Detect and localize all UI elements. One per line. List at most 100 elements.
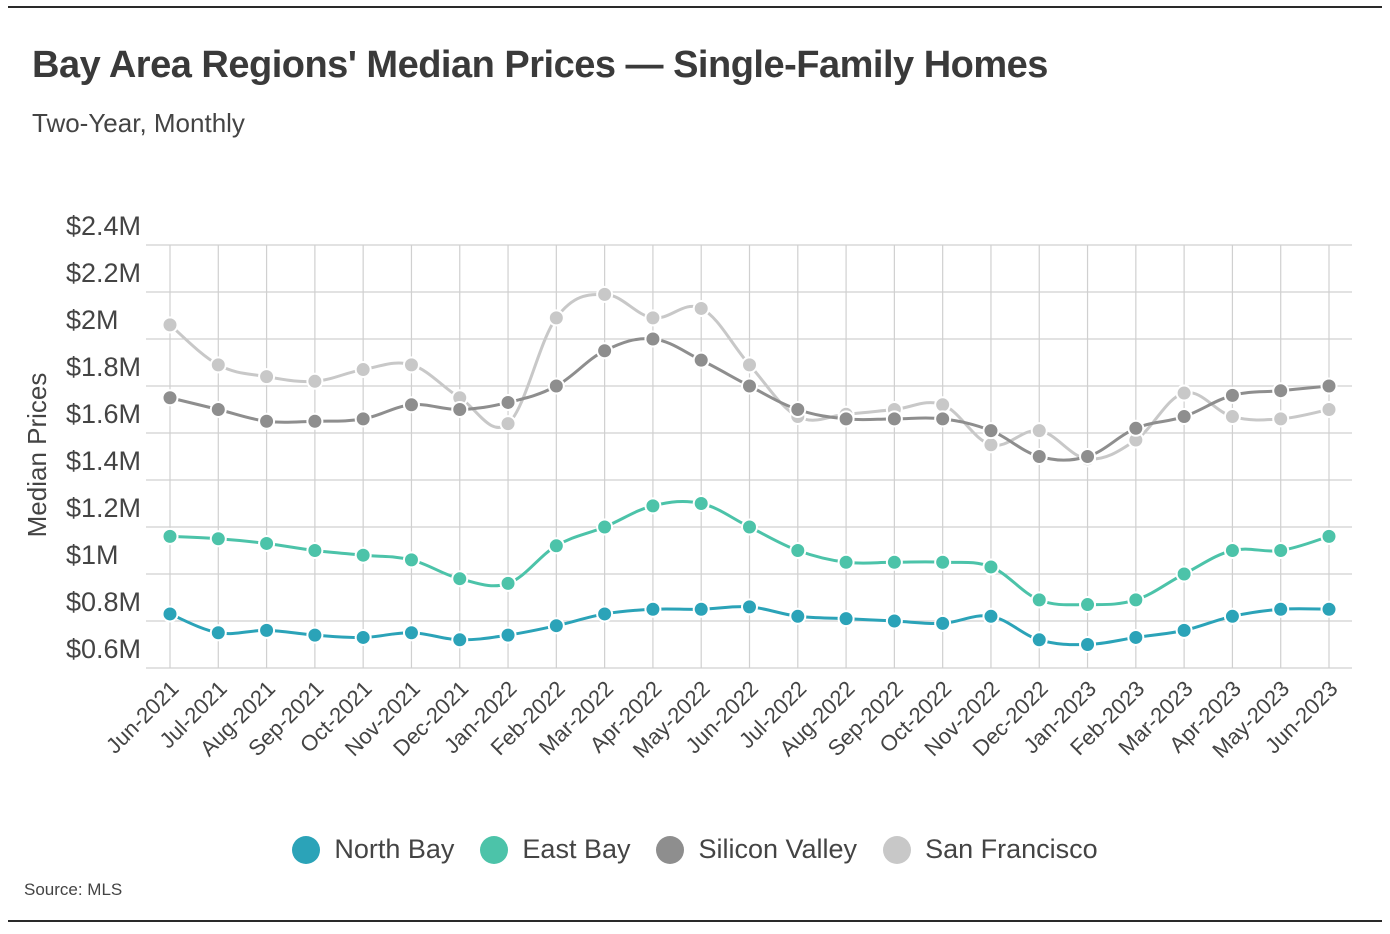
legend-label-north-bay: North Bay bbox=[334, 834, 455, 864]
y-tick-label: $1M bbox=[66, 540, 119, 570]
data-point-silicon-valley bbox=[1175, 408, 1193, 426]
data-point-east-bay bbox=[885, 553, 903, 571]
y-tick-label: $1.2M bbox=[66, 493, 141, 523]
data-point-east-bay bbox=[547, 537, 565, 555]
data-point-silicon-valley bbox=[741, 377, 758, 395]
y-tick-label: $2.4M bbox=[66, 211, 141, 241]
data-point-north-bay bbox=[1030, 631, 1048, 649]
data-point-east-bay bbox=[1079, 596, 1097, 614]
data-point-san-francisco bbox=[1223, 408, 1241, 426]
legend-swatch-east-bay bbox=[480, 835, 509, 864]
data-point-silicon-valley bbox=[499, 393, 517, 411]
series-silicon-valley bbox=[161, 330, 1338, 465]
data-point-east-bay bbox=[306, 542, 324, 559]
data-point-silicon-valley bbox=[885, 410, 903, 428]
data-point-san-francisco bbox=[354, 361, 372, 379]
series-east-bay bbox=[161, 495, 1338, 614]
data-point-north-bay bbox=[306, 626, 324, 644]
data-point-north-bay bbox=[741, 598, 758, 616]
data-point-east-bay bbox=[789, 542, 807, 559]
y-tick-label: $2.2M bbox=[66, 258, 141, 288]
data-point-san-francisco bbox=[258, 368, 276, 386]
data-point-san-francisco bbox=[547, 309, 565, 327]
y-tick-label: $0.8M bbox=[66, 587, 141, 617]
data-point-east-bay bbox=[402, 551, 420, 569]
data-point-east-bay bbox=[1272, 542, 1290, 559]
data-point-north-bay bbox=[258, 621, 276, 639]
data-point-silicon-valley bbox=[258, 412, 276, 430]
data-point-east-bay bbox=[837, 553, 855, 571]
data-point-north-bay bbox=[1223, 607, 1241, 625]
data-point-silicon-valley bbox=[547, 377, 565, 395]
legend-swatch-silicon-valley bbox=[656, 835, 685, 864]
data-point-san-francisco bbox=[644, 309, 662, 327]
data-point-east-bay bbox=[1320, 527, 1338, 545]
data-point-silicon-valley bbox=[1272, 382, 1290, 400]
x-axis-ticks: Jun-2021Jul-2021Aug-2021Sep-2021Oct-2021… bbox=[101, 676, 1343, 763]
y-tick-label: $0.6M bbox=[66, 634, 141, 664]
data-point-north-bay bbox=[837, 610, 855, 628]
data-point-north-bay bbox=[354, 628, 372, 646]
data-point-east-bay bbox=[1175, 565, 1193, 583]
chart-legend: North Bay East Bay Silicon Valley San Franc… bbox=[0, 834, 1390, 865]
data-point-east-bay bbox=[934, 553, 952, 571]
data-point-north-bay bbox=[982, 607, 1000, 625]
data-point-north-bay bbox=[209, 624, 227, 642]
chart-subtitle: Two-Year, Monthly bbox=[32, 108, 245, 138]
data-point-east-bay bbox=[741, 518, 758, 536]
data-point-silicon-valley bbox=[402, 396, 420, 414]
data-point-north-bay bbox=[789, 607, 807, 625]
y-tick-label: $1.4M bbox=[66, 446, 141, 476]
data-point-silicon-valley bbox=[1223, 386, 1241, 404]
data-point-north-bay bbox=[161, 605, 179, 623]
data-point-san-francisco bbox=[1175, 384, 1193, 402]
legend-item-silicon-valley: Silicon Valley bbox=[656, 834, 857, 865]
data-point-east-bay bbox=[982, 558, 1000, 576]
data-point-silicon-valley bbox=[982, 422, 1000, 440]
data-point-silicon-valley bbox=[934, 410, 952, 428]
legend-label-east-bay: East Bay bbox=[522, 834, 631, 864]
data-point-east-bay bbox=[258, 534, 276, 552]
data-point-north-bay bbox=[1127, 628, 1145, 646]
data-point-east-bay bbox=[161, 527, 179, 545]
data-point-east-bay bbox=[499, 574, 517, 592]
data-point-silicon-valley bbox=[306, 412, 324, 430]
data-point-east-bay bbox=[354, 546, 372, 564]
data-point-silicon-valley bbox=[209, 401, 227, 418]
data-point-silicon-valley bbox=[1079, 448, 1097, 465]
data-point-north-bay bbox=[1175, 621, 1193, 639]
data-point-silicon-valley bbox=[789, 401, 807, 418]
legend-swatch-north-bay bbox=[292, 835, 321, 864]
data-point-san-francisco bbox=[161, 316, 179, 334]
data-point-silicon-valley bbox=[161, 389, 179, 407]
bottom-rule bbox=[8, 920, 1382, 922]
data-point-san-francisco bbox=[596, 285, 614, 303]
legend-swatch-san-francisco bbox=[883, 835, 912, 864]
legend-label-san-francisco: San Francisco bbox=[925, 834, 1098, 864]
data-point-san-francisco bbox=[1272, 410, 1290, 428]
data-point-north-bay bbox=[934, 614, 952, 632]
data-point-north-bay bbox=[1079, 636, 1097, 653]
data-point-silicon-valley bbox=[1127, 419, 1145, 437]
data-point-san-francisco bbox=[1030, 422, 1048, 440]
data-point-north-bay bbox=[402, 624, 420, 642]
data-point-east-bay bbox=[209, 530, 227, 548]
data-point-silicon-valley bbox=[837, 410, 855, 428]
data-point-silicon-valley bbox=[1320, 377, 1338, 395]
data-point-north-bay bbox=[1272, 600, 1290, 618]
chart-series bbox=[161, 285, 1338, 653]
top-rule bbox=[8, 6, 1382, 8]
y-tick-label: $2M bbox=[66, 305, 119, 335]
data-point-silicon-valley bbox=[451, 401, 469, 418]
y-axis-label: Median Prices bbox=[22, 373, 52, 538]
series-san-francisco bbox=[161, 285, 1338, 468]
data-point-san-francisco bbox=[1320, 401, 1338, 418]
data-point-san-francisco bbox=[402, 356, 420, 374]
data-point-east-bay bbox=[692, 495, 710, 512]
data-point-north-bay bbox=[547, 617, 565, 635]
data-point-east-bay bbox=[1127, 591, 1145, 609]
data-point-east-bay bbox=[451, 570, 469, 588]
series-north-bay bbox=[161, 598, 1338, 653]
data-point-north-bay bbox=[692, 600, 710, 618]
